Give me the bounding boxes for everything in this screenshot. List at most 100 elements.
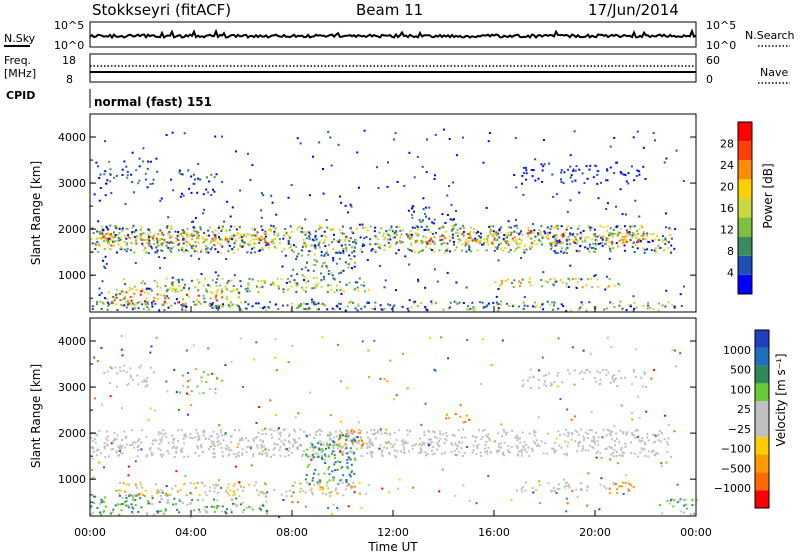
power-cell [148,245,151,247]
velocity-cell [619,429,622,432]
velocity-cell [183,442,185,445]
power-cell [251,164,254,167]
power-cell [422,241,425,244]
velocity-cell [123,430,126,433]
power-cell [550,243,553,246]
velocity-cell [166,390,169,393]
velocity-cell [358,492,361,495]
power-cell [539,231,542,233]
power-cell [550,225,553,228]
velocity-cell [234,493,237,496]
power-cell [609,247,612,250]
velocity-cell [305,433,308,436]
velocity-cell [568,432,571,435]
velocity-cell [213,487,216,490]
velocity-cell [213,448,215,451]
power-cell [91,305,94,308]
power-cell [172,285,175,288]
power-cell [578,224,581,227]
velocity-cell [190,501,193,504]
power-cell [428,206,431,209]
velocity-cell [616,491,619,494]
velocity-cell [439,433,442,436]
power-cell [618,304,621,307]
power-cell [312,269,315,272]
power-cell [192,173,195,176]
power-cell [119,299,122,302]
power-cell [151,247,153,250]
power-cell [502,238,505,240]
velocity-cell [325,441,328,444]
power-cell [181,308,184,311]
power-cell [587,236,590,239]
power-cell [139,234,142,236]
velocity-cell [106,435,109,438]
velocity-cell [255,421,258,424]
velocity-cell [124,490,126,493]
velocity-cell [428,444,430,447]
power-cell [215,173,218,176]
power-cell [399,229,402,232]
power-cell [469,226,472,229]
power-cell [441,213,444,216]
velocity-cell [394,455,397,457]
power-cell [302,238,305,241]
power-cell [501,282,503,285]
velocity-cell [312,477,315,480]
power-cell [566,243,569,246]
velocity-cell [103,445,106,448]
power-cell [550,247,553,250]
velocity-cell [137,449,140,452]
velocity-cell [255,481,258,484]
power-cell [200,273,203,276]
velocity-cell [202,371,205,374]
velocity-cell [102,511,105,514]
power-cell [489,230,492,233]
power-cell [177,278,180,281]
velocity-cell [226,492,229,495]
velocity-cell [538,369,541,372]
power-cell [208,226,211,229]
power-cell [664,238,667,241]
velocity-cell [261,441,264,444]
velocity-cell [264,447,267,450]
colorbar-tick-label: 1000 [723,344,751,357]
power-cell [313,303,316,306]
velocity-cell [553,447,556,450]
power-cell [315,285,318,287]
velocity-cell [487,437,490,440]
velocity-cell [509,451,512,454]
power-cell [141,242,144,245]
velocity-cell [614,483,617,485]
velocity-cell [140,506,143,509]
velocity-cell [125,500,128,503]
power-cell [661,239,664,242]
velocity-cell [593,377,596,379]
power-cell [496,247,499,250]
power-cell [497,259,500,262]
power-cell [100,307,103,310]
power-cell [552,195,555,198]
velocity-cell [635,348,638,351]
power-cell [196,191,199,194]
power-cell [495,301,498,304]
velocity-cell [356,441,359,444]
power-cell [315,260,318,263]
power-cell [165,134,168,136]
colorbar-swatch [755,383,769,402]
power-cell [413,210,415,213]
power-cell [649,306,652,309]
power-cell [294,281,297,284]
velocity-cell [228,453,231,456]
power-cell [580,236,583,238]
power-cell [271,241,274,244]
power-cell [113,240,116,243]
velocity-cell [298,437,301,440]
velocity-cell [537,378,540,381]
power-cell [455,209,457,212]
power-cell [417,228,419,231]
power-cell [633,234,636,237]
velocity-cell [660,465,663,468]
velocity-cell [134,504,137,506]
